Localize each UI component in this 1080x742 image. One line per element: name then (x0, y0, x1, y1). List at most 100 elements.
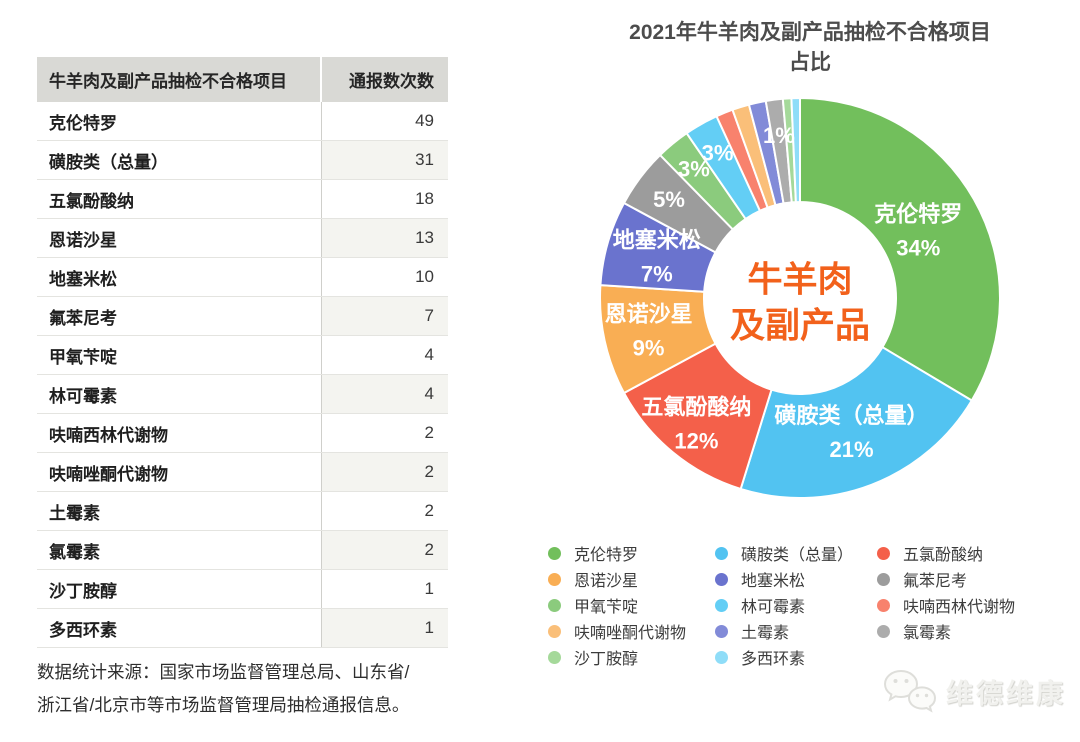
report-count-cell: 1 (320, 569, 448, 609)
source-note-line: 浙江省/北京市等市场监督管理局抽检通报信息。 (37, 695, 410, 715)
table-header-row: 牛羊肉及副产品抽检不合格项目 通报数次数 (37, 57, 448, 102)
legend-item: 呋喃西林代谢物 (877, 593, 1078, 617)
legend-item: 甲氧苄啶 (548, 593, 715, 617)
legend-label: 甲氧苄啶 (574, 599, 639, 616)
legend-label: 氯霉素 (903, 625, 952, 642)
legend-label: 克伦特罗 (574, 547, 639, 564)
legend-label: 地塞米松 (741, 573, 806, 590)
report-count-cell: 31 (320, 140, 448, 180)
legend-item: 氟苯尼考 (877, 567, 1078, 591)
table-row: 呋喃唑酮代谢物 2 (37, 452, 448, 492)
report-count-cell: 1 (320, 608, 448, 648)
source-note-line: 数据统计来源：国家市场监督管理总局、山东省/ (37, 662, 410, 682)
report-count-cell: 49 (320, 102, 448, 141)
slice-pct-label: 7% (641, 261, 673, 286)
report-count-cell: 18 (320, 179, 448, 219)
table-row: 地塞米松 10 (37, 257, 448, 297)
item-name-cell: 甲氧苄啶 (37, 335, 321, 375)
legend-swatch (715, 650, 728, 664)
slice-pct-label: 21% (829, 437, 873, 462)
slice-pct-label: 34% (896, 235, 940, 260)
table-row: 多西环素 1 (37, 608, 448, 648)
table-row: 氯霉素 2 (37, 530, 448, 570)
report-count-cell: 2 (320, 452, 448, 492)
legend-swatch (548, 624, 561, 638)
table-row: 甲氧苄啶 4 (37, 335, 448, 375)
slice-pct-label: 3% (678, 157, 710, 182)
item-name-cell: 克伦特罗 (37, 102, 321, 141)
legend-item: 恩诺沙星 (548, 567, 715, 591)
defect-table: 牛羊肉及副产品抽检不合格项目 通报数次数 克伦特罗 49 磺胺类（总量） 31 五氯酚酸… (37, 57, 448, 648)
table-row: 五氯酚酸纳 18 (37, 179, 448, 219)
chart-legend: 克伦特罗 磺胺类（总量） 五氯酚酸纳恩诺沙星 地塞米松 氟苯尼考甲氧苄啶 林可霉素 呋喃西林… (548, 540, 1078, 670)
item-name-cell: 磺胺类（总量） (37, 140, 321, 180)
defect-items-table: 牛羊肉及副产品抽检不合格项目 通报数次数 克伦特罗 49 磺胺类（总量） 31 五氯酚酸… (37, 57, 448, 648)
table-row: 磺胺类（总量） 31 (37, 140, 448, 180)
data-source-note: 数据统计来源：国家市场监督管理总局、山东省/浙江省/北京市等市场监督管理局抽检通… (37, 656, 457, 722)
legend-label: 沙丁胺醇 (574, 651, 639, 668)
watermark: 维德维康 (884, 668, 1066, 714)
item-name-cell: 林可霉素 (37, 374, 321, 414)
item-name-cell: 呋喃西林代谢物 (37, 413, 321, 453)
legend-swatch (548, 598, 561, 612)
legend-item: 地塞米松 (715, 567, 877, 591)
legend-swatch (548, 572, 561, 586)
watermark-text: 维德维康 (946, 678, 1066, 709)
legend-item: 林可霉素 (715, 593, 877, 617)
slice-name-label: 地塞米松 (613, 227, 701, 252)
item-name-cell: 氟苯尼考 (37, 296, 321, 336)
report-count-cell: 2 (320, 530, 448, 570)
chart-title-line1: 2021年牛羊肉及副产品抽检不合格项目 (629, 21, 991, 44)
slice-name-label: 磺胺类（总量） (775, 403, 929, 428)
table-row: 林可霉素 4 (37, 374, 448, 414)
table-row: 氟苯尼考 7 (37, 296, 448, 336)
legend-swatch (877, 572, 890, 586)
legend-label: 土霉素 (741, 625, 790, 642)
item-name-cell: 五氯酚酸纳 (37, 179, 321, 219)
legend-swatch (715, 546, 728, 560)
report-count-cell: 10 (320, 257, 448, 297)
wechat-icon (884, 669, 936, 713)
column-header-count: 通报数次数 (320, 57, 448, 102)
report-count-cell: 2 (320, 491, 448, 531)
slice-name-label: 恩诺沙星 (605, 302, 693, 327)
pie-slice (790, 96, 801, 204)
legend-item: 土霉素 (715, 619, 877, 643)
legend-swatch (715, 624, 728, 638)
table-row: 克伦特罗 49 (37, 102, 448, 141)
table-row: 恩诺沙星 13 (37, 218, 448, 258)
donut-center-label-line2: 及副产品 (730, 307, 870, 346)
slice-name-label: 克伦特罗 (874, 201, 962, 226)
legend-swatch (548, 546, 561, 560)
legend-swatch (715, 598, 728, 612)
slice-name-label: 五氯酚酸纳 (641, 394, 751, 419)
table-row: 土霉素 2 (37, 491, 448, 531)
item-name-cell: 多西环素 (37, 608, 321, 648)
legend-label: 呋喃西林代谢物 (903, 599, 1016, 616)
item-name-cell: 地塞米松 (37, 257, 321, 297)
item-name-cell: 恩诺沙星 (37, 218, 321, 258)
legend-swatch (548, 650, 561, 664)
legend-item: 氯霉素 (877, 619, 1078, 643)
slice-pct-label: 3% (702, 140, 734, 165)
item-name-cell: 氯霉素 (37, 530, 321, 570)
report-count-cell: 7 (320, 296, 448, 336)
legend-item: 多西环素 (715, 645, 877, 669)
report-count-cell: 4 (320, 374, 448, 414)
donut-center-label-line1: 牛羊肉 (747, 261, 852, 300)
legend-swatch (877, 546, 890, 560)
report-count-cell: 4 (320, 335, 448, 375)
slice-pct-label: 9% (633, 336, 665, 361)
pie-slice (799, 96, 1001, 402)
legend-label: 五氯酚酸纳 (903, 547, 984, 564)
legend-swatch (877, 598, 890, 612)
slice-pct-label: 5% (653, 187, 685, 212)
donut-chart: 克伦特罗 34% 磺胺类（总量） 21% 五氯酚酸纳 12% 恩诺沙星 9% 地塞米松 7% 5% 3… (580, 78, 1020, 518)
report-count-cell: 13 (320, 218, 448, 258)
legend-item: 沙丁胺醇 (548, 645, 715, 669)
legend-label: 磺胺类（总量） (741, 547, 854, 564)
legend-label: 呋喃唑酮代谢物 (574, 625, 687, 642)
legend-item: 磺胺类（总量） (715, 541, 877, 565)
legend-item: 呋喃唑酮代谢物 (548, 619, 715, 643)
